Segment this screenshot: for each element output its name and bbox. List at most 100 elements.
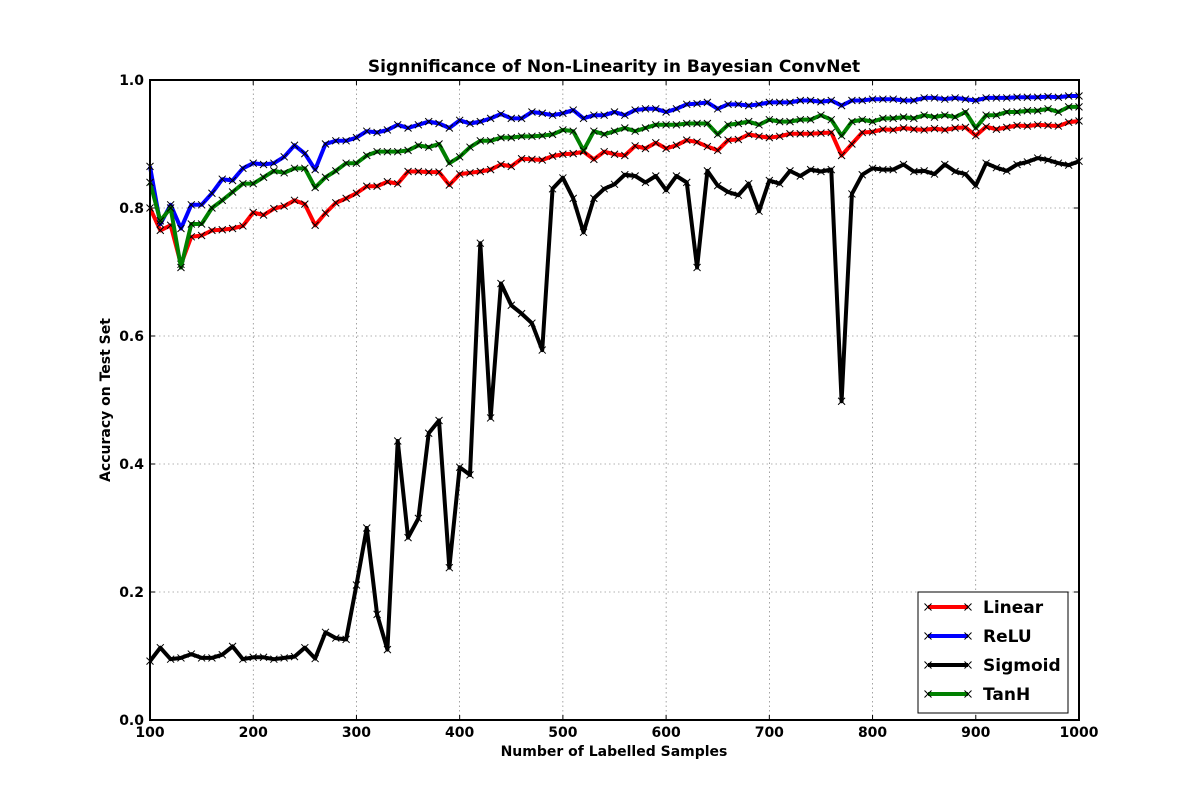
data-point-linear [940, 126, 949, 134]
data-point-sigmoid [270, 655, 278, 664]
data-point-tanh [786, 117, 794, 126]
data-point-tanh [486, 136, 495, 145]
data-point-linear [744, 130, 753, 139]
data-point-sigmoid [352, 581, 361, 589]
data-point-relu [590, 111, 598, 120]
data-point-linear [817, 129, 825, 137]
data-point-linear [920, 126, 929, 134]
data-point-relu [352, 133, 361, 142]
data-point-sigmoid [373, 610, 381, 619]
data-point-linear [300, 200, 309, 209]
data-point-sigmoid [992, 163, 1001, 172]
data-point-linear [755, 132, 763, 141]
data-point-tanh [600, 130, 609, 139]
legend-marker [924, 603, 932, 611]
data-point-tanh [569, 127, 578, 136]
legend-label: ReLU [983, 627, 1032, 647]
data-point-linear [827, 128, 836, 137]
data-point-sigmoid [486, 414, 495, 422]
y-tick-label: 0.4 [119, 457, 144, 473]
data-point-tanh [455, 152, 464, 161]
data-point-sigmoid [331, 634, 340, 642]
data-point-sigmoid [786, 167, 794, 175]
legend-entry-linear: Linear [924, 598, 1044, 618]
data-point-tanh [393, 147, 402, 156]
legend-marker [924, 632, 932, 640]
data-point-sigmoid [362, 524, 371, 532]
data-point-sigmoid [590, 194, 598, 203]
data-point-tanh [610, 127, 619, 136]
data-point-linear [693, 138, 701, 146]
data-point-linear [228, 224, 237, 233]
data-point-relu [930, 94, 939, 102]
data-point-linear [734, 135, 743, 144]
data-point-relu [476, 117, 485, 126]
data-point-sigmoid [827, 165, 836, 174]
data-point-relu [858, 96, 867, 105]
data-point-relu [507, 114, 516, 123]
data-point-linear [889, 126, 898, 134]
data-point-sigmoid [1064, 161, 1073, 169]
series-linear [146, 117, 1083, 269]
chart-title: Signnificance of Non-Linearity in Bayesi… [368, 57, 860, 77]
legend-entry-tanh: TanH [924, 685, 1030, 705]
data-point-relu [992, 94, 1001, 102]
data-point-relu [538, 109, 547, 118]
data-point-relu [961, 95, 970, 104]
y-tick-label: 0.0 [119, 713, 144, 729]
data-point-linear [775, 132, 784, 141]
data-point-tanh [1013, 108, 1021, 116]
data-point-linear [331, 199, 340, 207]
legend-marker [964, 632, 972, 640]
data-point-sigmoid [424, 429, 433, 438]
data-point-sigmoid [682, 178, 691, 187]
legend-marker [964, 603, 972, 611]
data-point-sigmoid [930, 170, 939, 178]
data-point-tanh [930, 113, 939, 121]
data-point-sigmoid [879, 165, 887, 174]
data-point-relu [311, 165, 320, 174]
data-point-tanh [579, 146, 588, 155]
data-point-sigmoid [755, 207, 763, 216]
data-point-relu [1064, 92, 1073, 100]
x-axis-ticks: 100 200 300 400 500 600 700 800 900 1000 [135, 80, 1099, 741]
data-point-relu [218, 175, 227, 184]
data-point-sigmoid [1002, 167, 1011, 175]
data-point-tanh [352, 159, 361, 168]
data-point-sigmoid [940, 160, 949, 169]
data-point-sigmoid [579, 228, 588, 237]
data-point-tanh [651, 120, 660, 129]
data-point-linear [197, 231, 206, 240]
data-point-tanh [641, 124, 650, 132]
x-tick-label: 400 [445, 725, 474, 741]
data-point-tanh [208, 204, 216, 212]
data-point-linear [682, 136, 691, 145]
x-tick-label: 200 [239, 725, 268, 741]
data-point-sigmoid [1033, 154, 1042, 162]
data-point-sigmoid [414, 514, 423, 523]
data-point-sigmoid [765, 176, 774, 185]
data-point-relu [899, 96, 908, 105]
data-point-linear [672, 141, 681, 150]
data-point-linear [703, 142, 712, 151]
data-point-tanh [445, 159, 454, 168]
data-point-tanh [538, 131, 547, 140]
data-point-linear [930, 124, 939, 133]
data-point-tanh [1064, 103, 1073, 111]
legend-marker [964, 661, 972, 669]
data-point-sigmoid [300, 643, 309, 652]
data-point-linear [848, 140, 856, 148]
data-point-linear [404, 167, 412, 176]
data-point-sigmoid [559, 174, 567, 182]
x-tick-label: 500 [548, 725, 577, 741]
y-tick-label: 0.2 [119, 585, 144, 601]
data-point-linear [239, 222, 247, 230]
data-point-linear [1002, 123, 1011, 132]
data-point-relu [889, 95, 898, 104]
data-point-sigmoid [899, 160, 908, 169]
data-point-tanh [548, 130, 557, 139]
data-point-tanh [270, 167, 278, 175]
data-point-tanh [156, 216, 165, 225]
data-point-tanh [724, 120, 732, 129]
data-point-relu [300, 149, 309, 158]
